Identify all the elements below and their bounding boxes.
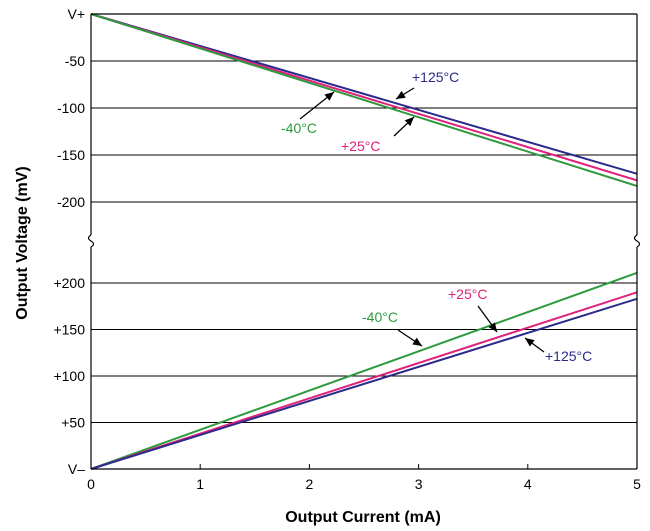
y-tick-label: -50 xyxy=(65,53,85,69)
grid-lines xyxy=(91,13,637,470)
y-axis-title: Output Voltage (mV) xyxy=(14,166,31,319)
arrow-head xyxy=(324,92,334,101)
y-tick-label: -200 xyxy=(57,194,85,210)
arrow-head xyxy=(396,90,406,99)
y-tick-label: -150 xyxy=(57,147,85,163)
x-tick-label: 2 xyxy=(306,476,314,492)
y-tick-label: +100 xyxy=(53,368,85,384)
x-tick-label: 1 xyxy=(196,476,204,492)
series-lines xyxy=(90,13,638,470)
x-tick-label: 5 xyxy=(633,476,641,492)
tick-labels: 0 1 2 3 4 5 V+ -50 -100 -150 -200 V– +50 +100 +150 +200 xyxy=(53,6,641,492)
arrow-head xyxy=(488,322,497,332)
annotation-label: +25°C xyxy=(341,138,380,154)
series-line-upper xyxy=(90,13,638,187)
arrow-head xyxy=(412,337,422,346)
y-tick-label: -100 xyxy=(57,100,85,116)
y-tick-label: +150 xyxy=(53,322,85,338)
annotation-arrows xyxy=(299,87,545,353)
x-tick-label: 3 xyxy=(415,476,423,492)
series-line-upper xyxy=(90,13,638,175)
annotation-labels: +125°C +25°C -40°C -40°C +25°C +125°C xyxy=(281,69,592,364)
y-tick-label: +50 xyxy=(61,415,85,431)
x-tick-label: 4 xyxy=(524,476,532,492)
series-line-lower xyxy=(90,291,638,470)
annotation-label: -40°C xyxy=(281,120,317,136)
arrow-head xyxy=(404,117,414,127)
annotation-label: +25°C xyxy=(448,286,487,302)
axis-break-right xyxy=(633,234,641,248)
x-tick-label: 0 xyxy=(87,476,95,492)
axis-break-left xyxy=(87,234,95,248)
arrow-head xyxy=(525,338,535,347)
series-line-lower xyxy=(90,271,638,470)
plot-frame xyxy=(87,13,641,470)
y-tick-label: +200 xyxy=(53,275,85,291)
annotation-label: -40°C xyxy=(362,309,398,325)
annotation-label: +125°C xyxy=(545,348,592,364)
annotation-label: +125°C xyxy=(412,69,459,85)
y-tick-label: V– xyxy=(68,461,85,477)
y-tick-label: V+ xyxy=(67,6,85,22)
x-axis-title: Output Current (mA) xyxy=(285,509,441,526)
series-line-lower xyxy=(90,297,638,470)
